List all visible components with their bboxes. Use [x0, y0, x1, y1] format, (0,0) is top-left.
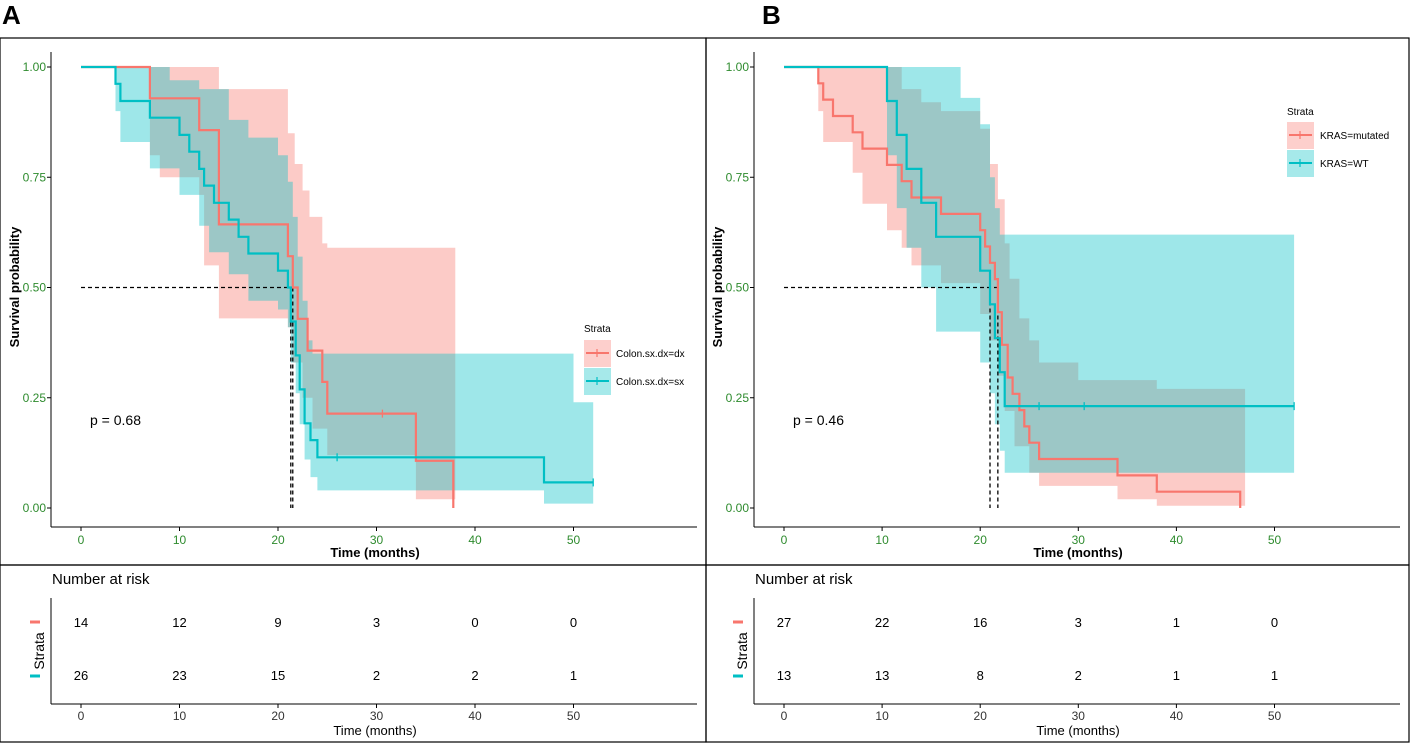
risk-x-tick-label-b: 10: [875, 709, 889, 723]
risk-cell-a: 15: [271, 668, 285, 683]
y-tick-label-b: 0.00: [726, 501, 750, 515]
y-axis-title-a: Survival probability: [7, 226, 22, 347]
x-tick-label-b: 50: [1268, 533, 1282, 547]
risk-x-tick-label-a: 40: [468, 709, 482, 723]
risk-title-a: Number at risk: [52, 571, 150, 588]
panel-letter-b: B: [762, 0, 781, 30]
risk-x-tick-label-b: 40: [1170, 709, 1184, 723]
risk-cell-a: 0: [570, 615, 577, 630]
y-tick-label-b: 1.00: [726, 60, 750, 74]
legend-title-a: Strata: [584, 324, 611, 335]
risk-table-a: 14 12 9 3 0 026 23 15 2 2 10 10 20 30 40 50: [50, 598, 697, 723]
risk-x-tick-label-b: 0: [781, 709, 788, 723]
risk-x-title-b: Time (months): [1036, 723, 1119, 738]
survival-curves-b: [784, 65, 1295, 508]
legend-label-dx: Colon.sx.dx=dx: [616, 349, 685, 360]
risk-x-tick-label-b: 50: [1268, 709, 1282, 723]
risk-cell-b: 22: [875, 615, 889, 630]
x-tick-label-b: 10: [875, 533, 889, 547]
risk-cell-a: 2: [471, 668, 478, 683]
y-tick-label-a: 0.75: [23, 170, 47, 184]
risk-x-tick-label-a: 10: [173, 709, 187, 723]
y-tick-label-a: 0.00: [23, 501, 47, 515]
risk-title-b: Number at risk: [755, 571, 853, 588]
ci-band-b-0: [784, 67, 1246, 506]
x-tick-label-a: 30: [370, 533, 384, 547]
km-curve-b-0: [784, 65, 1242, 508]
x-tick-label-b: 0: [781, 533, 788, 547]
risk-frame-a: [0, 564, 707, 743]
km-panel-b: 0.000.250.500.751.000 10 20 30 40 50 p = 0.46…: [705, 37, 1410, 743]
legend-a: Strata Colon.sx.dx=dx Colon.sx.dx=sx: [584, 324, 685, 395]
y-tick-label-b: 0.75: [726, 170, 750, 184]
risk-cell-b: 3: [1075, 615, 1082, 630]
risk-cell-a: 12: [172, 615, 186, 630]
y-tick-label-b: 0.50: [726, 281, 750, 295]
ci-band-a-1: [81, 67, 594, 504]
risk-cell-a: 3: [373, 615, 380, 630]
risk-cell-b: 0: [1271, 615, 1278, 630]
x-tick-label-b: 40: [1170, 533, 1184, 547]
x-tick-label-a: 0: [78, 533, 85, 547]
risk-cell-b: 1: [1173, 668, 1180, 683]
y-tick-label-a: 1.00: [23, 60, 47, 74]
risk-table-b: 27 22 16 3 1 013 13 8 2 1 10 10 20 30 40 50: [753, 598, 1400, 723]
km-panel-a: 0.000.250.500.751.000 10 20 30 40 50 p = 0.68…: [0, 37, 707, 743]
p-value-b: p = 0.46: [793, 412, 844, 428]
risk-cell-a: 26: [74, 668, 88, 683]
risk-cell-a: 1: [570, 668, 577, 683]
risk-cell-b: 13: [777, 668, 791, 683]
x-axis-title-a: Time (months): [330, 545, 419, 560]
ci-band-a-0: [81, 67, 456, 508]
risk-x-tick-label-a: 0: [78, 709, 85, 723]
legend-label-mutated: KRAS=mutated: [1320, 131, 1389, 142]
risk-cell-b: 16: [973, 615, 987, 630]
risk-cell-b: 1: [1173, 615, 1180, 630]
y-tick-label-a: 0.25: [23, 391, 47, 405]
risk-frame-b: [705, 564, 1410, 743]
risk-cell-a: 23: [172, 668, 186, 683]
x-tick-label-b: 20: [974, 533, 988, 547]
km-curve-a-1: [81, 65, 594, 484]
x-tick-label-a: 20: [271, 533, 285, 547]
x-tick-label-b: 30: [1072, 533, 1086, 547]
risk-x-tick-label-a: 20: [271, 709, 285, 723]
axes-b: 0.00 0.25 0.50 0.75 1.00 0 10 20 30 40 50: [726, 52, 1400, 547]
legend-label-sx: Colon.sx.dx=sx: [616, 377, 684, 388]
risk-cell-b: 13: [875, 668, 889, 683]
risk-cell-a: 0: [471, 615, 478, 630]
risk-x-title-a: Time (months): [333, 723, 416, 738]
p-value-a: p = 0.68: [90, 412, 141, 428]
risk-x-tick-label-b: 20: [974, 709, 988, 723]
risk-x-tick-label-a: 30: [370, 709, 384, 723]
x-tick-label-a: 40: [468, 533, 482, 547]
risk-strata-label-a: Strata: [31, 632, 47, 670]
confidence-bands-a: [81, 67, 594, 508]
risk-cell-b: 8: [977, 668, 984, 683]
risk-cell-b: 1: [1271, 668, 1278, 683]
x-tick-label-a: 10: [173, 533, 187, 547]
axes-a: 0.00 0.25 0.50 0.75 1.00 0 10 20 30 40 50: [23, 52, 697, 547]
risk-cell-a: 2: [373, 668, 380, 683]
km-curve-a-0: [81, 65, 455, 508]
risk-x-tick-label-b: 30: [1072, 709, 1086, 723]
km-curve-b-1: [784, 65, 1295, 408]
y-axis-title-b: Survival probability: [710, 226, 725, 347]
survival-curves-a: [81, 65, 594, 508]
risk-strata-label-b: Strata: [734, 632, 750, 670]
risk-cell-a: 14: [74, 615, 88, 630]
panel-letter-a: A: [2, 0, 21, 30]
risk-cell-b: 2: [1075, 668, 1082, 683]
y-tick-label-b: 0.25: [726, 391, 750, 405]
x-axis-title-b: Time (months): [1033, 545, 1122, 560]
legend-label-wt: KRAS=WT: [1320, 159, 1369, 170]
y-tick-label-a: 0.50: [23, 281, 47, 295]
risk-cell-a: 9: [274, 615, 281, 630]
x-tick-label-a: 50: [567, 533, 581, 547]
legend-b: Strata KRAS=mutated KRAS=WT: [1287, 107, 1389, 177]
risk-x-tick-label-a: 50: [567, 709, 581, 723]
risk-cell-b: 27: [777, 615, 791, 630]
legend-title-b: Strata: [1287, 107, 1314, 118]
